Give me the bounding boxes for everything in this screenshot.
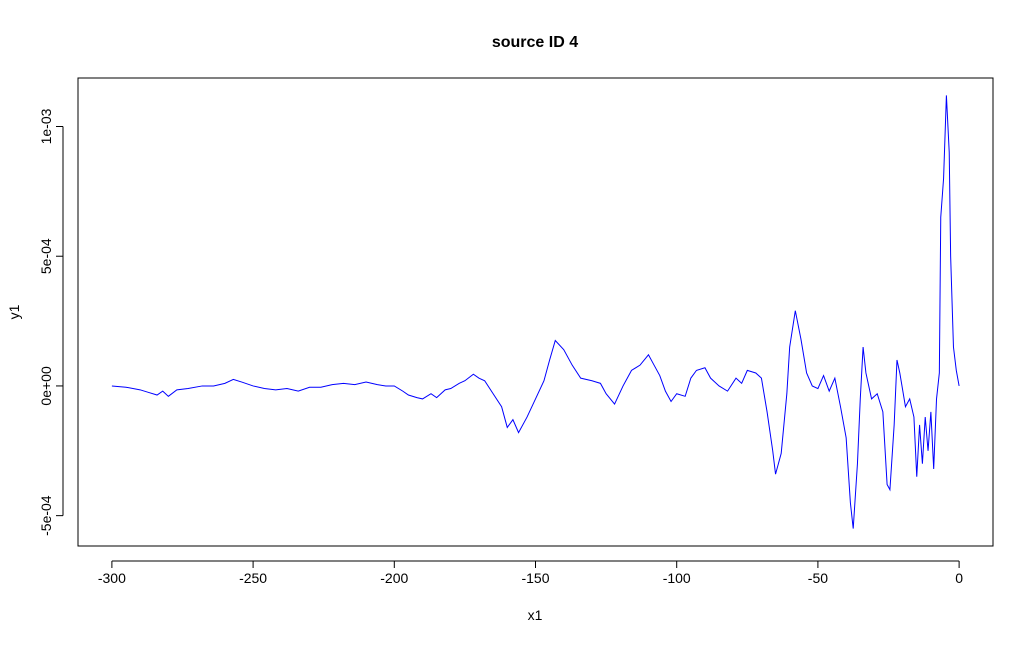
plot-box xyxy=(77,77,994,547)
x-tick-label: -300 xyxy=(98,570,126,586)
x-tick-label: 0 xyxy=(955,570,963,586)
y-tick-label: 0e+00 xyxy=(38,366,54,406)
x-tick-label: -250 xyxy=(239,570,267,586)
x-tick-label: -100 xyxy=(663,570,691,586)
chart-title: source ID 4 xyxy=(492,34,578,51)
y-tick-label: 5e-04 xyxy=(38,238,54,274)
x-tick-label: -200 xyxy=(380,570,408,586)
x-axis-label: x1 xyxy=(528,607,543,623)
x-tick-label: -50 xyxy=(808,570,828,586)
y-tick-label: 1e-03 xyxy=(38,108,54,144)
y-tick-label: -5e-04 xyxy=(38,495,54,536)
data-line xyxy=(111,95,960,529)
x-tick-label: -150 xyxy=(521,570,549,586)
y-axis-label: y1 xyxy=(6,304,22,319)
